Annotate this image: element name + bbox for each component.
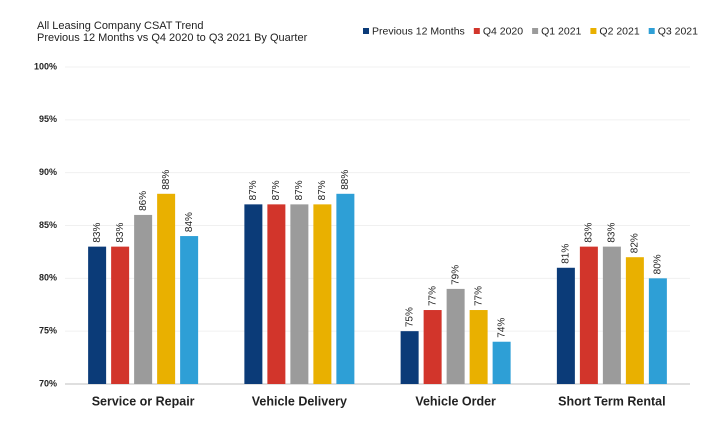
data-label: 77% [427,286,438,306]
bar [469,310,488,384]
bar [556,267,575,384]
x-tick-label: Vehicle Order [415,394,496,408]
legend-swatch [473,28,480,34]
legend-label: Previous 12 Months [372,25,465,37]
legend-label: Q1 2021 [541,25,581,37]
legend-swatch [532,28,539,34]
legend-swatch [648,28,655,34]
data-label: 86% [138,191,149,211]
bar [579,246,598,384]
data-label: 77% [473,286,484,306]
legend-label: Q4 2020 [483,25,523,37]
bar [602,246,621,384]
bar [400,331,419,384]
bar [157,193,176,384]
legend-swatch [363,28,369,34]
bar [88,246,107,384]
data-label: 75% [404,307,415,327]
data-label: 87% [317,180,328,200]
data-label: 83% [115,223,126,243]
data-label: 87% [294,180,305,200]
data-label: 84% [184,212,195,232]
y-tick-label: 100% [34,61,57,71]
bar [267,204,286,384]
data-label: 88% [340,170,351,190]
data-label: 88% [161,170,172,190]
bar [313,204,332,384]
bar [244,204,263,384]
bar [625,257,644,384]
bar [290,204,309,384]
data-label: 80% [653,254,664,274]
bar [111,246,130,384]
data-label: 87% [271,180,282,200]
y-tick-label: 85% [39,220,57,230]
y-tick-label: 75% [39,326,57,336]
legend-swatch [590,28,597,34]
y-tick-label: 80% [39,273,57,283]
legend-label: Q2 2021 [599,25,639,37]
data-label: 79% [450,265,461,285]
bar [648,278,667,384]
x-tick-label: Vehicle Delivery [252,394,347,408]
data-label: 74% [496,318,507,338]
bar [134,214,153,384]
bar [180,236,199,384]
x-tick-label: Short Term Rental [558,394,665,408]
bar [446,288,465,384]
y-tick-label: 90% [39,167,57,177]
data-label: 83% [607,223,618,243]
data-label: 82% [630,233,641,253]
data-label: 83% [584,223,595,243]
data-label: 83% [92,223,103,243]
y-tick-label: 70% [39,378,57,388]
y-tick-label: 95% [39,114,57,124]
bar [492,341,511,384]
bar [423,310,442,384]
data-label: 81% [561,244,572,264]
chart-subtitle: Previous 12 Months vs Q4 2020 to Q3 2021… [37,32,308,44]
x-tick-label: Service or Repair [92,394,195,408]
data-label: 87% [248,180,259,200]
legend-label: Q3 2021 [658,25,698,37]
chart-title: All Leasing Company CSAT Trend [37,20,204,32]
bar [336,193,355,384]
